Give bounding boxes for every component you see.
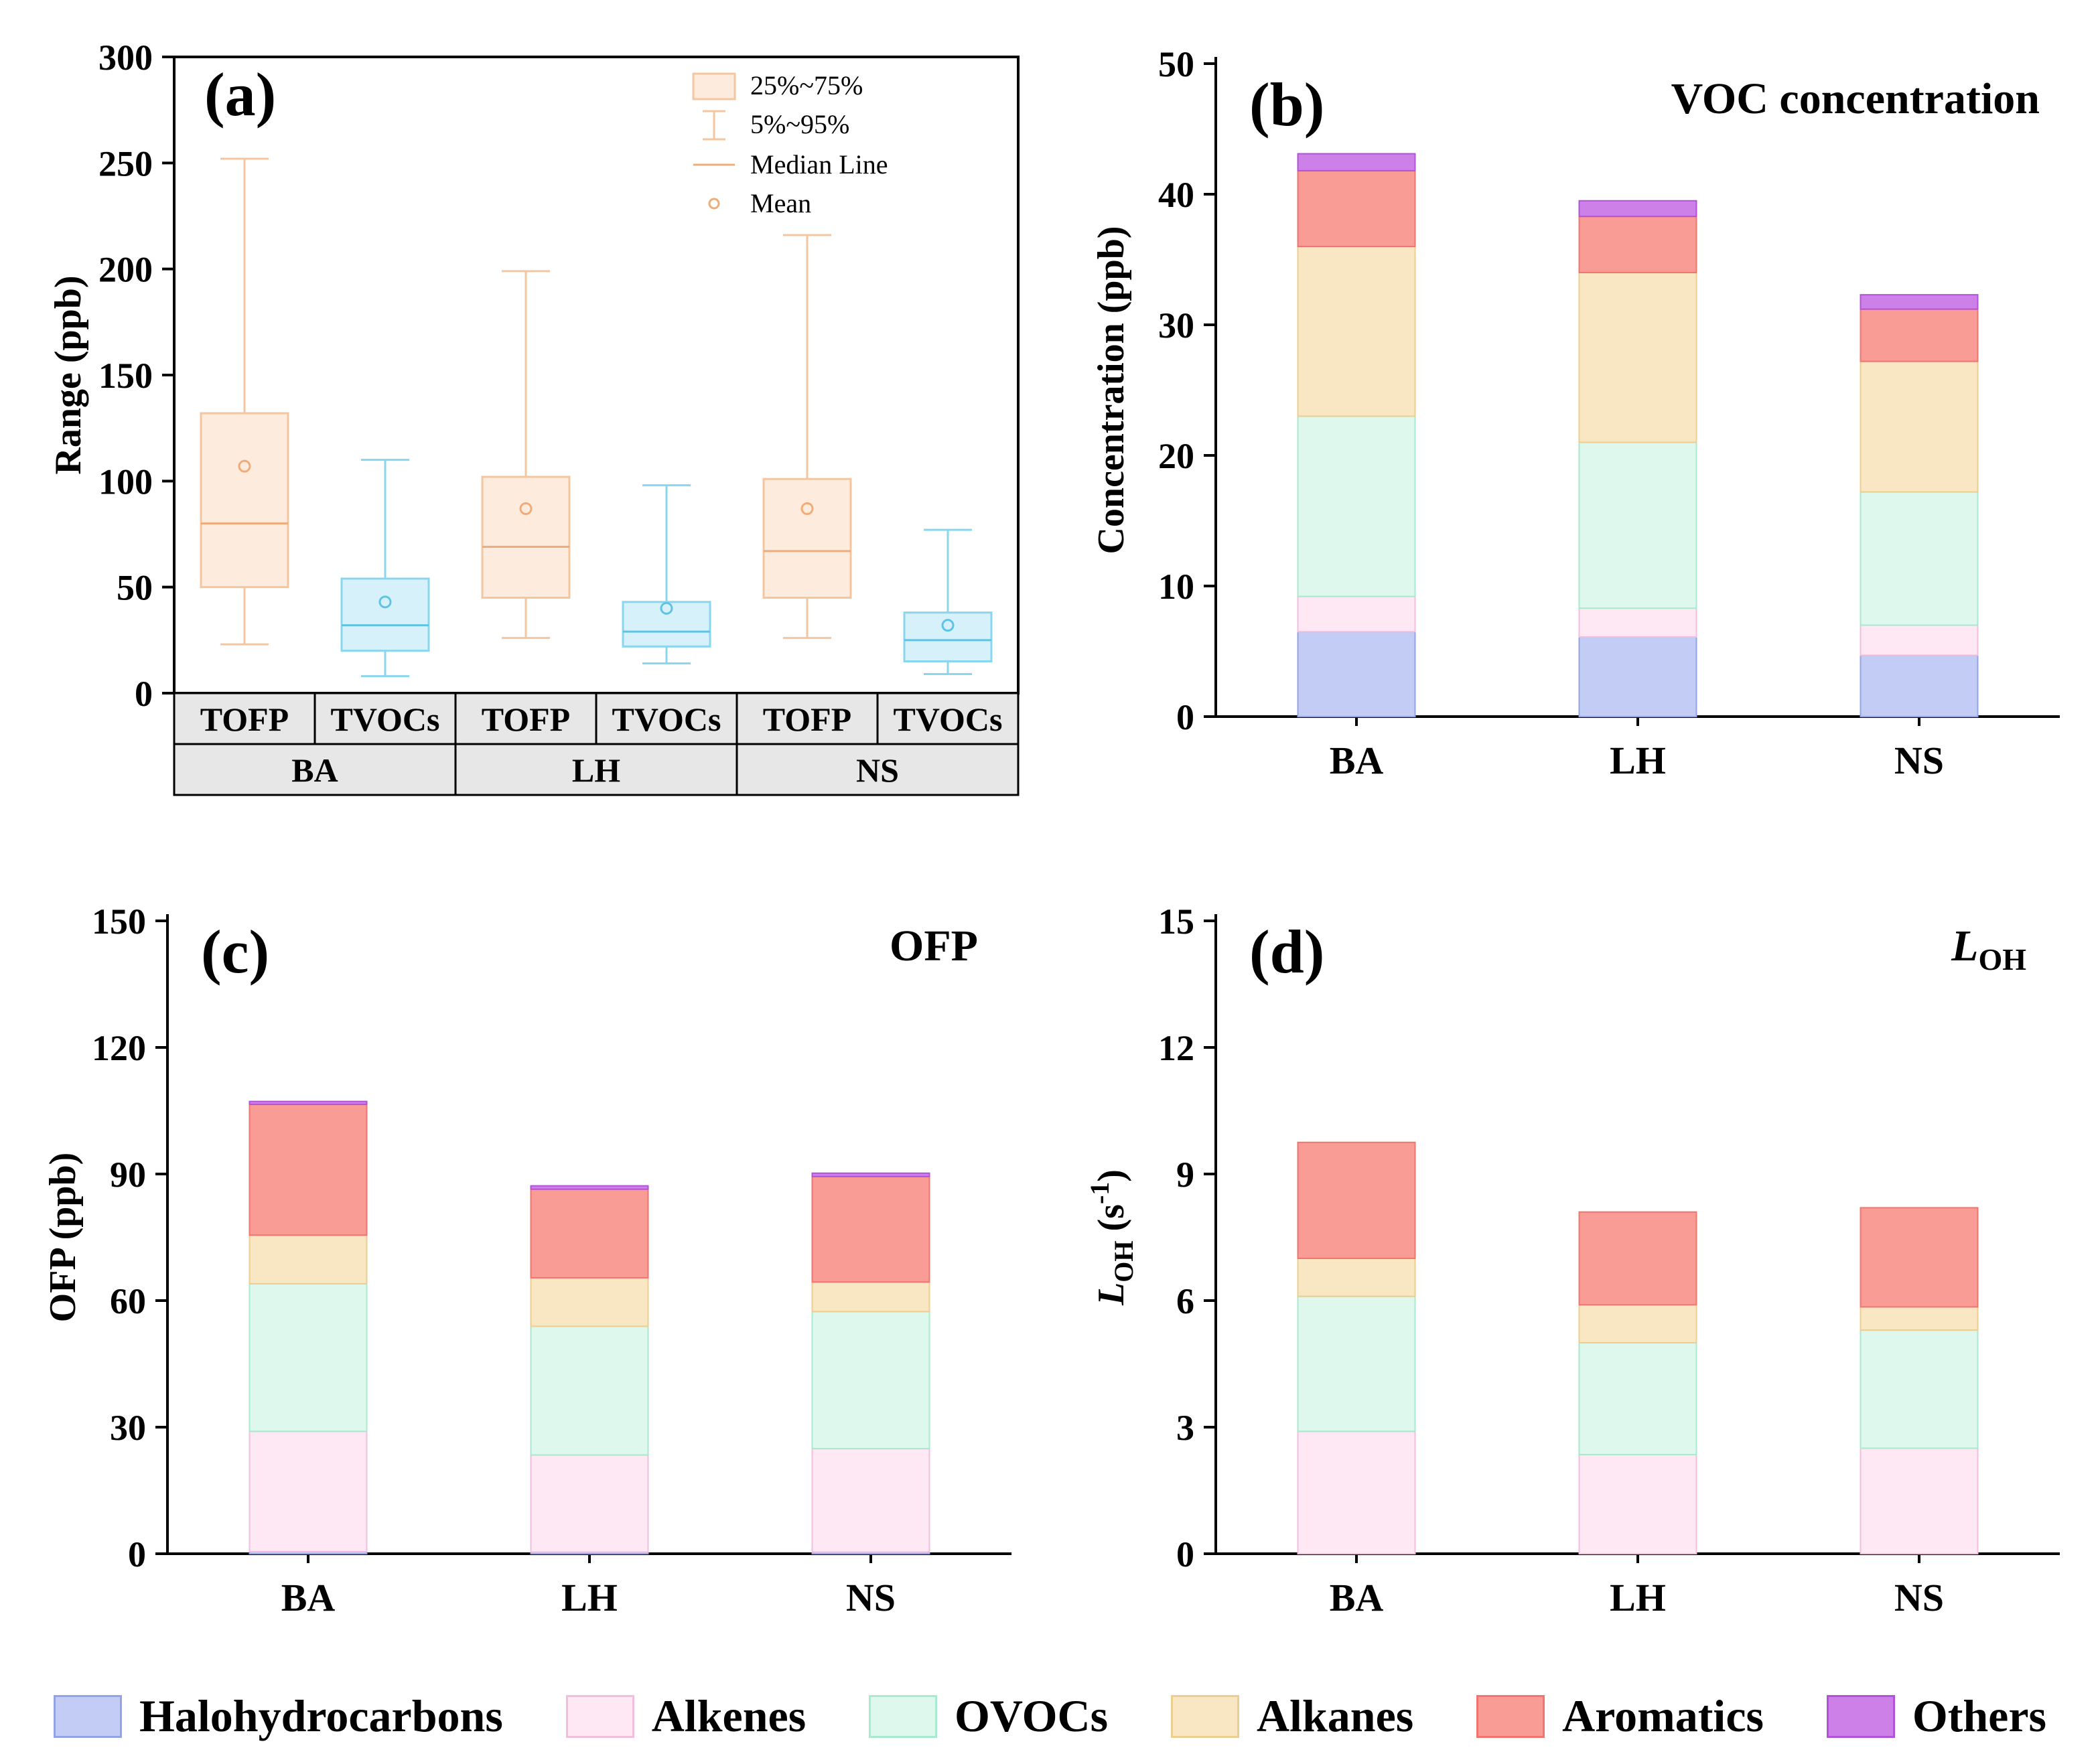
- svg-text:90: 90: [110, 1155, 146, 1195]
- svg-text:20: 20: [1158, 436, 1194, 476]
- svg-text:3: 3: [1176, 1408, 1194, 1448]
- panel-c-ofp: 0 30 60 90 120 150 OFP (ppb) BA LH NS (c) OFP: [33, 881, 1038, 1671]
- loh-title-oh: OH: [1978, 942, 2026, 977]
- svg-text:50: 50: [117, 568, 153, 608]
- svg-text:Concentration (ppb): Concentration (ppb): [1091, 226, 1132, 554]
- stacked-bar-svg: 0 10 20 30 40 50 Concentration (ppb) BA LH NS: [1091, 44, 2060, 782]
- stacked-bar-svg: 0 3 6 9 12 15 LOH (s-1) BA LH NS: [1084, 901, 2060, 1619]
- panel-b-voc-concentration: 0 10 20 30 40 50 Concentration (ppb) BA LH NS (b)…: [1082, 10, 2087, 834]
- legend-swatch-others: [1826, 1694, 1895, 1738]
- legend-swatch-ovocs: [869, 1694, 937, 1738]
- panel-b-title: VOC concentration: [1671, 74, 2040, 123]
- svg-text:TOFP: TOFP: [200, 701, 289, 738]
- legend-label: Alkanes: [1256, 1690, 1414, 1741]
- svg-text:5%~95%: 5%~95%: [750, 109, 849, 139]
- panel-c-title: OFP: [890, 922, 978, 970]
- svg-text:NS: NS: [1894, 739, 1944, 782]
- svg-text:LH: LH: [1610, 739, 1666, 782]
- legend-label: Halohydrocarbons: [139, 1690, 503, 1741]
- svg-text:LH: LH: [561, 1576, 618, 1619]
- svg-text:40: 40: [1158, 175, 1194, 215]
- svg-text:TOFP: TOFP: [482, 701, 570, 738]
- svg-text:Median Line: Median Line: [750, 149, 888, 179]
- svg-text:150: 150: [92, 901, 146, 942]
- legend-swatch-aromatics: [1476, 1694, 1545, 1738]
- svg-text:TVOCs: TVOCs: [612, 701, 721, 738]
- svg-text:12: 12: [1158, 1028, 1194, 1068]
- svg-text:10: 10: [1158, 567, 1194, 607]
- svg-text:0: 0: [1176, 697, 1194, 737]
- svg-text:NS: NS: [856, 751, 899, 789]
- legend-item: Halohydrocarbons: [54, 1690, 503, 1743]
- legend-swatch-halohydrocarbons: [54, 1694, 122, 1738]
- svg-text:0: 0: [135, 674, 153, 714]
- legend-swatch-alkanes: [1170, 1694, 1239, 1738]
- svg-text:LOH (s-1): LOH (s-1): [1084, 1169, 1139, 1306]
- legend-item: Alkanes: [1170, 1690, 1414, 1743]
- svg-text:LH: LH: [572, 751, 620, 789]
- svg-text:100: 100: [98, 461, 153, 502]
- legend-item: Aromatics: [1476, 1690, 1764, 1743]
- svg-text:30: 30: [1158, 305, 1194, 346]
- legend-swatch-alkenes: [565, 1694, 634, 1738]
- svg-text:BA: BA: [281, 1576, 336, 1619]
- svg-text:Mean: Mean: [750, 188, 811, 218]
- svg-text:200: 200: [98, 250, 153, 290]
- svg-text:BA: BA: [291, 751, 338, 789]
- svg-text:OFP (ppb): OFP (ppb): [42, 1153, 84, 1323]
- legend-item: Alkenes: [565, 1690, 807, 1743]
- svg-text:15: 15: [1158, 901, 1194, 942]
- svg-text:TVOCs: TVOCs: [331, 701, 440, 738]
- svg-text:6: 6: [1176, 1281, 1194, 1321]
- panel-a-boxplot: 0 50 100 150 200 250 300 Range (ppb) TOFP TVOCs TO…: [33, 10, 1038, 834]
- svg-text:LH: LH: [1610, 1576, 1666, 1619]
- legend-item: OVOCs: [869, 1690, 1108, 1743]
- svg-text:Range (ppb): Range (ppb): [48, 275, 89, 474]
- svg-text:150: 150: [98, 356, 153, 396]
- svg-text:NS: NS: [846, 1576, 896, 1619]
- panel-d-title: LOH: [1951, 924, 2026, 975]
- svg-text:TVOCs: TVOCs: [894, 701, 1003, 738]
- svg-text:250: 250: [98, 143, 153, 184]
- stacked-bar-svg: 0 30 60 90 120 150 OFP (ppb) BA LH NS: [42, 901, 1011, 1619]
- panel-d-loh: 0 3 6 9 12 15 LOH (s-1) BA LH NS (d) LOH: [1082, 881, 2087, 1671]
- svg-text:TOFP: TOFP: [763, 701, 851, 738]
- legend-item: Others: [1826, 1690, 2046, 1743]
- legend-label: Others: [1912, 1690, 2046, 1741]
- svg-text:300: 300: [98, 38, 153, 78]
- boxplot-svg: 0 50 100 150 200 250 300 Range (ppb) TOFP TVOCs TO…: [48, 38, 1020, 796]
- svg-text:BA: BA: [1330, 739, 1384, 782]
- svg-text:120: 120: [92, 1028, 146, 1068]
- svg-text:25%~75%: 25%~75%: [750, 70, 863, 100]
- species-legend: Halohydrocarbons Alkenes OVOCs Alkanes A…: [0, 1678, 2100, 1755]
- svg-text:50: 50: [1158, 44, 1194, 84]
- svg-text:NS: NS: [1894, 1576, 1944, 1619]
- panel-c-letter: (c): [201, 918, 270, 986]
- svg-text:9: 9: [1176, 1155, 1194, 1195]
- legend-label: Aromatics: [1562, 1690, 1764, 1741]
- svg-text:60: 60: [110, 1281, 146, 1321]
- panel-a-letter: (a): [204, 60, 277, 129]
- panel-b-letter: (b): [1249, 70, 1325, 139]
- svg-text:30: 30: [110, 1408, 146, 1448]
- legend-label: OVOCs: [955, 1690, 1109, 1741]
- legend-label: Alkenes: [651, 1690, 807, 1741]
- loh-title-l: L: [1951, 922, 1979, 970]
- svg-text:BA: BA: [1330, 1576, 1384, 1619]
- panel-d-letter: (d): [1249, 918, 1325, 986]
- svg-text:0: 0: [1176, 1534, 1194, 1574]
- svg-text:0: 0: [128, 1534, 146, 1574]
